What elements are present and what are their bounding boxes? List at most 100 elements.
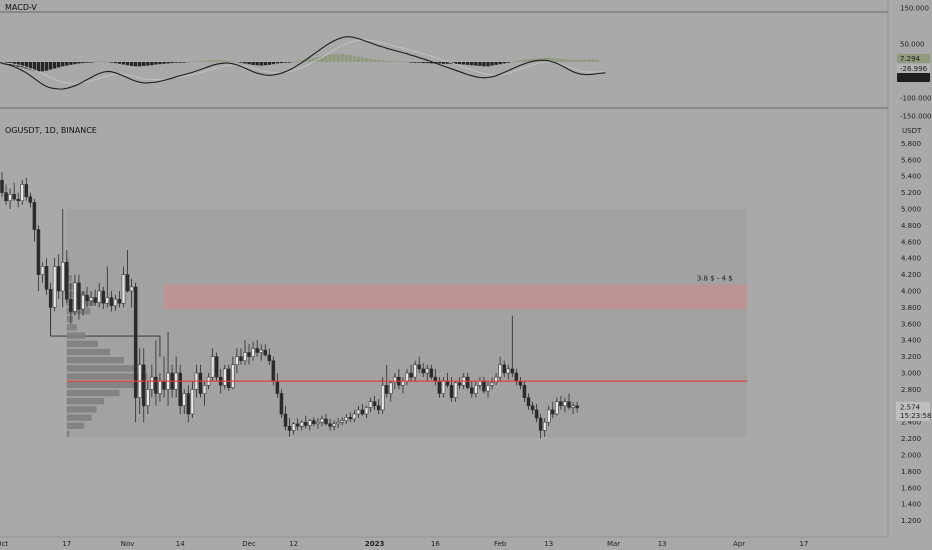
- macd-histogram-bar: [490, 62, 494, 66]
- price-y-tick-label: 5.400: [901, 173, 921, 181]
- macd-histogram-bar: [506, 62, 510, 63]
- macd-histogram-bar: [332, 54, 336, 62]
- x-tick-label: 13: [544, 540, 553, 548]
- range-box: [66, 209, 748, 437]
- candle-body: [28, 196, 33, 203]
- candle-body: [304, 421, 308, 426]
- candle-body: [328, 423, 332, 427]
- candle-body: [56, 266, 61, 292]
- candle-body: [32, 202, 37, 230]
- macd-histogram-bar: [409, 62, 413, 63]
- macd-histogram-bar: [279, 62, 284, 64]
- macd-value-tag: [897, 73, 930, 82]
- macd-histogram-bar: [453, 62, 458, 65]
- macd-histogram-bar: [93, 61, 97, 63]
- macd-histogram-bar: [563, 59, 567, 62]
- x-tick-label: Dec: [242, 540, 256, 548]
- macd-histogram-bar: [97, 61, 101, 62]
- price-y-axis: 1.2001.4001.6001.8002.0002.2002.4002.600…: [896, 140, 931, 525]
- macd-histogram-bar: [352, 55, 357, 62]
- candle-body: [308, 420, 312, 426]
- macd-histogram-bar: [559, 58, 563, 62]
- macd-histogram-bar: [121, 62, 126, 65]
- macd-histogram-bar: [20, 62, 24, 68]
- macd-histogram-bar: [417, 62, 421, 63]
- macd-y-axis: 150.000 50.000 -100.000 -150.000 7.294 -26.99…: [897, 5, 931, 121]
- macd-histogram-bar: [393, 61, 397, 62]
- candle-body: [526, 397, 531, 407]
- macd-histogram-bar: [474, 62, 478, 66]
- candle-body: [409, 372, 413, 378]
- macd-histogram-bar: [214, 59, 219, 62]
- candle-body: [364, 407, 369, 415]
- candle-body: [445, 380, 450, 386]
- macd-histogram-bar: [425, 62, 429, 64]
- candle-body: [547, 409, 551, 423]
- macd-histogram-bar: [202, 60, 207, 62]
- candle-body: [356, 409, 361, 415]
- macd-histogram-bar: [36, 62, 41, 72]
- last-price-tag: [896, 401, 930, 421]
- macd-histogram-bar: [243, 62, 247, 64]
- macd-histogram-bar: [77, 62, 81, 64]
- macd-histogram-bar: [287, 62, 292, 63]
- candle-body: [69, 298, 73, 312]
- candle-body: [429, 368, 434, 378]
- candle-body: [393, 376, 397, 384]
- candle-body: [502, 364, 506, 374]
- candle-body: [142, 364, 146, 407]
- macd-histogram-bar: [28, 62, 33, 70]
- candle-body: [441, 380, 446, 394]
- macd-histogram-bar: [328, 54, 332, 62]
- macd-histogram-bar: [231, 61, 235, 62]
- macd-histogram-bar: [223, 60, 227, 62]
- x-tick-label: 14: [176, 540, 185, 548]
- candle-body: [498, 364, 502, 378]
- candles: [0, 172, 579, 439]
- candle-body: [146, 389, 150, 407]
- candle-body: [376, 405, 381, 411]
- macd-histogram-bar: [526, 59, 531, 62]
- candle-body: [470, 387, 474, 394]
- volume-profile-bar: [66, 357, 124, 364]
- macd-histogram-bar: [61, 62, 65, 67]
- volume-profile-bar: [66, 340, 98, 347]
- macd-histogram-bar: [575, 59, 579, 62]
- price-y-tick-label: 1.400: [901, 501, 921, 509]
- macd-histogram-bar: [16, 62, 20, 67]
- candle-body: [283, 413, 288, 427]
- time-x-axis: Oct 17 Nov 14 Dec 12 2023 16 Feb 13 Mar 13 Apr 17: [0, 540, 808, 548]
- macd-y-tick-label: 150.000: [900, 5, 929, 13]
- candle-body: [255, 348, 259, 353]
- volume-profile-bar: [66, 381, 142, 388]
- candle-body: [413, 364, 417, 378]
- macd-histogram-bar: [255, 62, 259, 66]
- macd-value-label: -34.290: [900, 74, 927, 82]
- macd-histogram-bar: [24, 62, 28, 69]
- candle-body: [538, 417, 543, 431]
- candle-body: [105, 297, 110, 304]
- candle-body: [158, 380, 162, 394]
- macd-histogram-bar: [267, 62, 271, 65]
- candle-body: [287, 426, 292, 431]
- macd-histogram-bar: [376, 59, 381, 62]
- macd-histogram-bar: [324, 55, 328, 62]
- candle-body: [275, 380, 280, 394]
- candle-body: [563, 401, 567, 407]
- zone-label: 3.8 $ - 4 $: [697, 274, 733, 282]
- macd-histogram-bar: [198, 60, 203, 62]
- macd-histogram-bar: [283, 62, 288, 63]
- candle-body: [231, 364, 235, 389]
- candle-body: [214, 356, 219, 378]
- macd-histogram-bar: [150, 62, 154, 66]
- macd-histogram-bar: [57, 62, 61, 68]
- candle-body: [154, 376, 158, 394]
- macd-histogram-bar: [40, 62, 45, 72]
- currency-label: USDT: [902, 127, 922, 135]
- candle-body: [368, 401, 373, 408]
- candle-body: [235, 356, 239, 366]
- macd-histogram-bar: [206, 60, 211, 62]
- candle-body: [482, 380, 486, 392]
